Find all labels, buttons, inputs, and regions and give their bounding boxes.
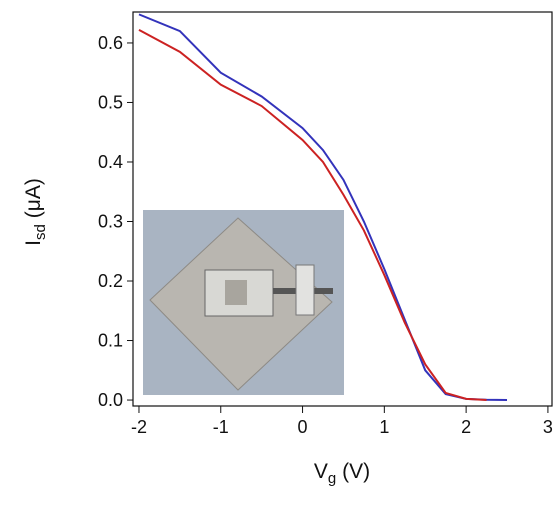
x-axis-label: Vg (V) [314,460,370,487]
x-tick-label: 0 [298,417,308,437]
y-tick-label: 0.6 [98,33,123,53]
y-tick-label: 0.2 [98,271,123,291]
inset-photo [143,210,344,395]
y-tick-label: 0.5 [98,92,123,112]
x-label-sub: g [328,470,336,487]
y-axis-label: Isd (μA) [22,178,49,246]
x-label-main: V [314,460,328,483]
y-label-main: I [22,240,45,246]
x-tick-label: 1 [379,417,389,437]
x-tick-label: -1 [213,417,229,437]
y-label-sub: sd [32,224,49,240]
y-label-unit: (μA) [22,178,45,218]
x-tick-label: 2 [461,417,471,437]
y-tick-label: 0.1 [98,331,123,351]
x-tick-label: 3 [543,417,553,437]
y-tick-label: 0.4 [98,152,123,172]
x-label-unit: (V) [342,460,370,483]
y-tick-label: 0.0 [98,390,123,410]
x-tick-label: -2 [131,417,147,437]
y-tick-label: 0.3 [98,211,123,231]
plot-frame [132,11,553,407]
series-line [138,28,487,402]
